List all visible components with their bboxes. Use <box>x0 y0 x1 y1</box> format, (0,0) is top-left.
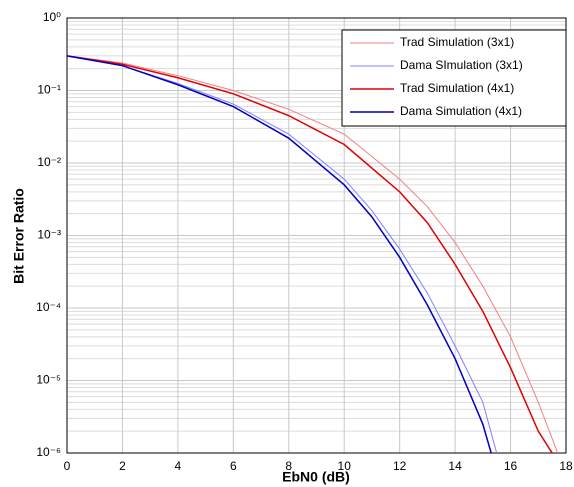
x-axis-title: EbN0 (dB) <box>282 469 350 485</box>
series-line <box>67 55 498 453</box>
x-tick-label: 4 <box>175 459 182 473</box>
legend-label: Dama SImulation (3x1) <box>400 58 523 72</box>
y-tick-label: 10⁻³ <box>37 228 61 242</box>
x-tick-label: 16 <box>504 459 518 473</box>
y-tick-label: 10⁻² <box>37 155 61 169</box>
legend-box <box>341 29 567 127</box>
series-line <box>67 55 492 453</box>
y-tick-label: 10⁻¹ <box>37 83 61 97</box>
y-tick-label: 10⁻⁴ <box>36 300 61 314</box>
x-tick-label: 0 <box>64 459 71 473</box>
legend-label: Dama Simulation (4x1) <box>400 104 522 118</box>
legend-label: Trad Simulation (4x1) <box>400 81 514 95</box>
x-tick-label: 14 <box>448 459 462 473</box>
x-tick-label: 12 <box>393 459 407 473</box>
x-tick-label: 8 <box>285 459 292 473</box>
legend-label: Trad Simulation (3x1) <box>400 35 514 49</box>
series-line <box>67 55 559 453</box>
y-axis-title: Bit Error Ratio <box>11 188 27 284</box>
x-tick-label: 2 <box>119 459 126 473</box>
series-line <box>67 55 553 453</box>
x-tick-label: 18 <box>559 459 573 473</box>
y-tick-label: 10⁰ <box>43 10 61 24</box>
plot-frame <box>66 17 567 454</box>
plot-lines <box>67 55 559 453</box>
x-tick-label: 10 <box>338 459 352 473</box>
y-tick-label: 10⁻⁶ <box>36 445 61 459</box>
y-tick-label: 10⁻⁵ <box>36 373 61 387</box>
x-tick-label: 6 <box>230 459 237 473</box>
